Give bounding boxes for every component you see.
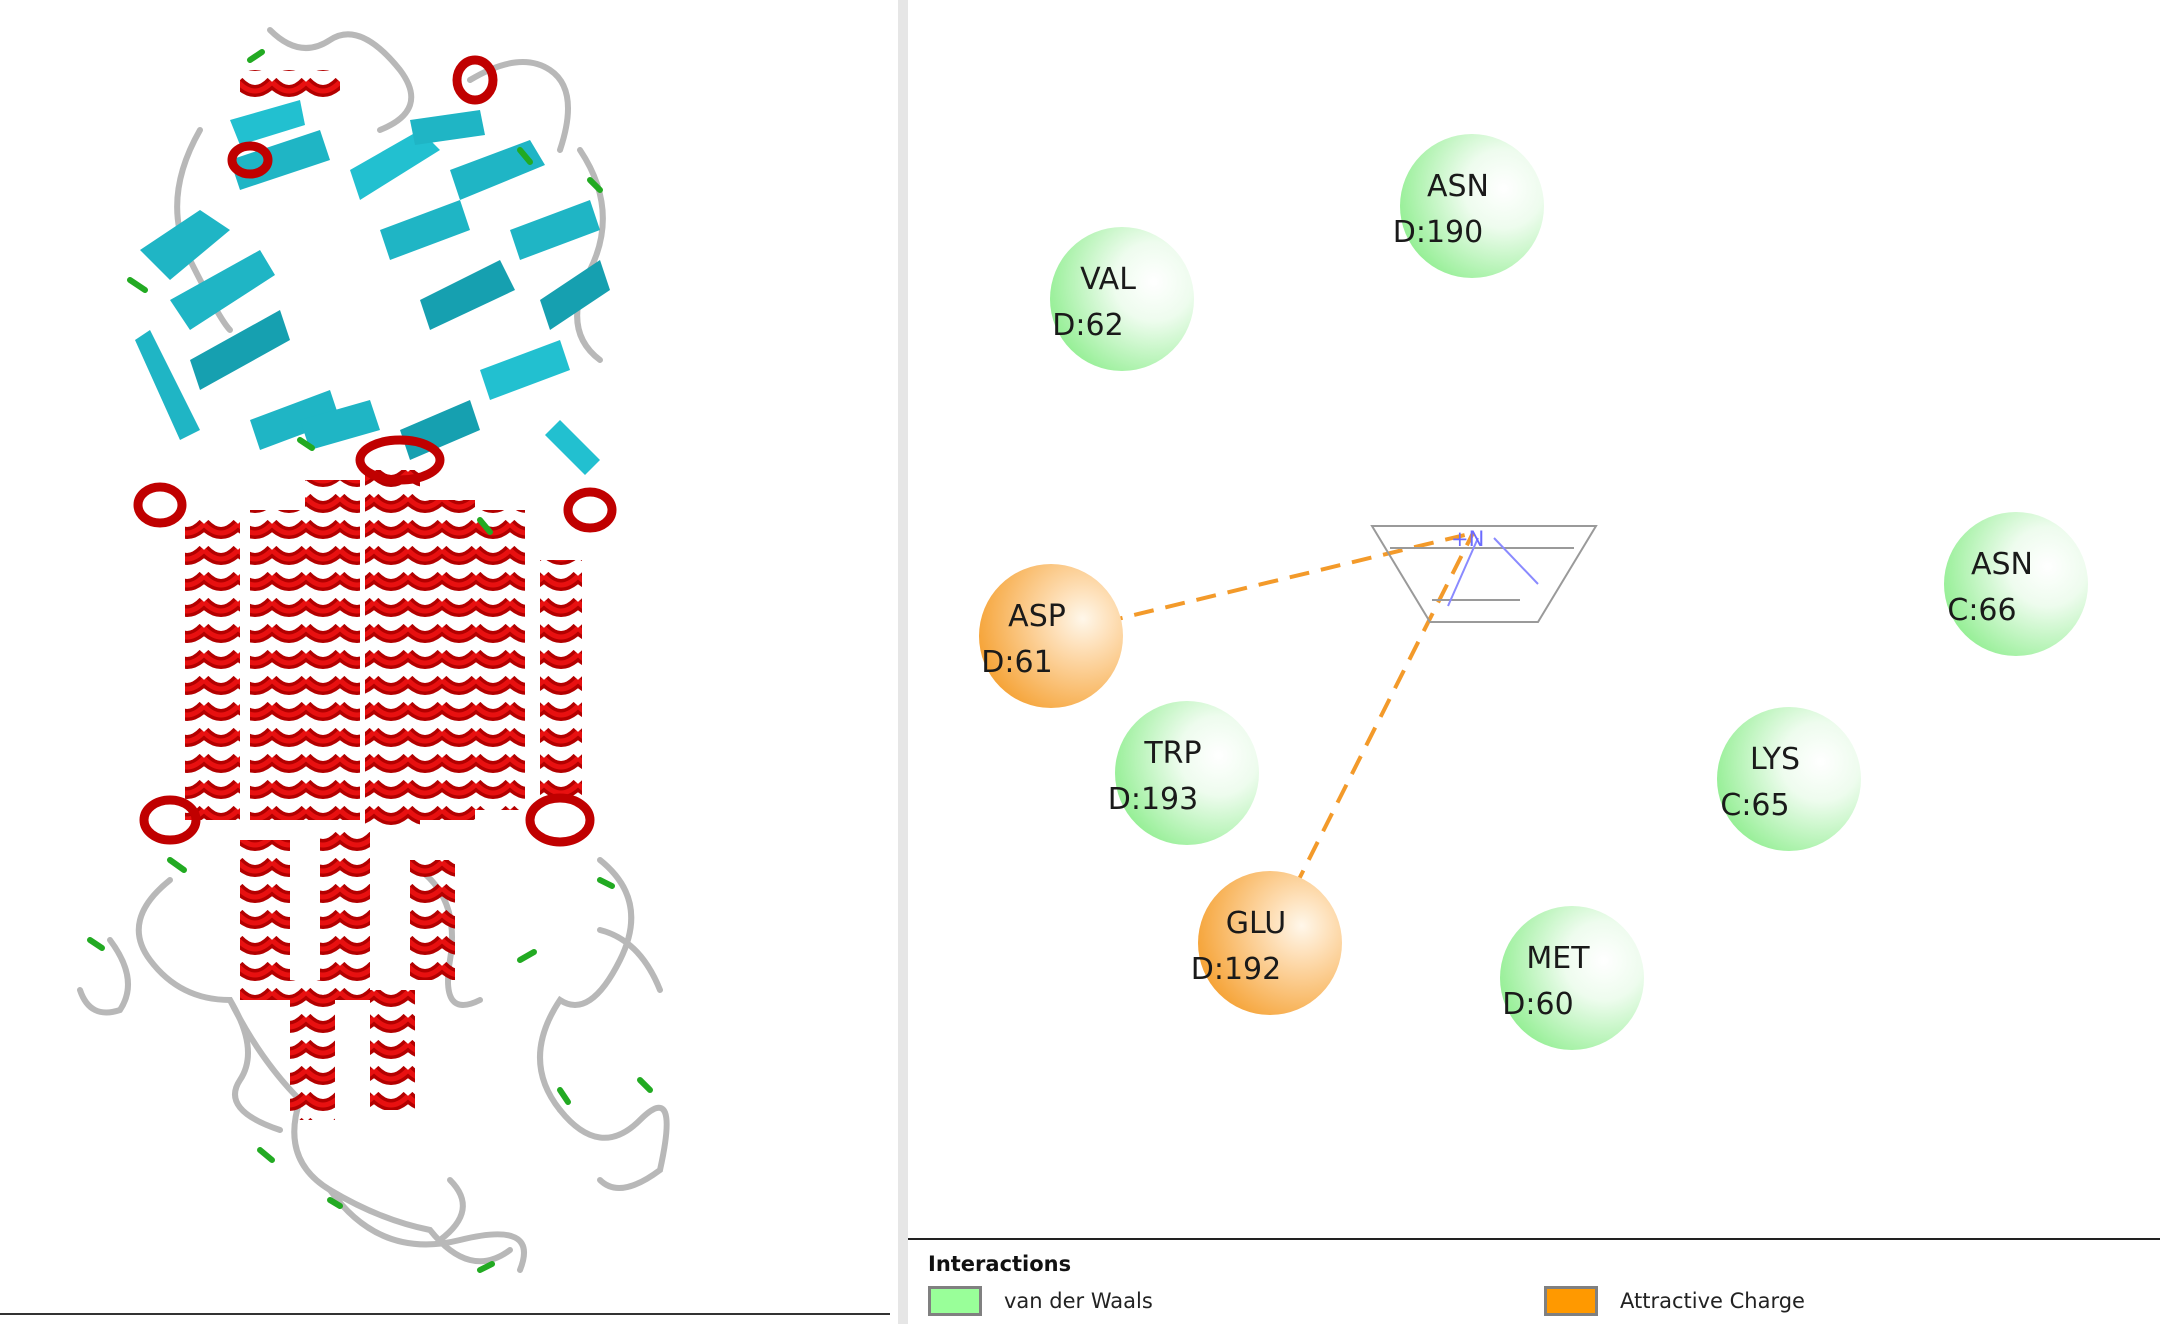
- protein-structure-panel: [0, 0, 898, 1324]
- residue-node-asn-d190[interactable]: ASN D:190: [1393, 134, 1544, 278]
- attractive-charge-line: [1278, 532, 1475, 918]
- residue-id: D:60: [1502, 987, 1573, 1022]
- residue-id: C:65: [1720, 788, 1789, 823]
- residue-id: D:193: [1108, 782, 1198, 817]
- residue-node-val-d62[interactable]: VAL D:62: [1050, 227, 1194, 371]
- residue-disk: [1198, 871, 1342, 1015]
- legend-divider: [908, 1238, 2160, 1240]
- legend-label-attractive-charge: Attractive Charge: [1620, 1289, 1805, 1313]
- residue-name: ASN: [1971, 547, 2033, 582]
- residue-disk: [1717, 707, 1861, 851]
- legend-item-van-der-waals: van der Waals: [928, 1286, 1153, 1316]
- residue-disk: [1050, 227, 1194, 371]
- legend-swatch-van-der-waals: [928, 1286, 982, 1316]
- ligand-structure: [1370, 525, 1598, 623]
- residue-name: MET: [1526, 941, 1590, 976]
- legend-title: Interactions: [928, 1252, 1072, 1276]
- panel-baseline: [0, 1313, 890, 1315]
- residue-id: D:192: [1191, 952, 1281, 987]
- attractive-charge-line: [1071, 531, 1474, 632]
- legend-swatch-attractive-charge: [1544, 1286, 1598, 1316]
- residue-id: D:62: [1052, 308, 1123, 343]
- ligand-charge-label: +N: [1451, 527, 1484, 551]
- residue-name: ASN: [1427, 169, 1489, 204]
- residue-id: C:66: [1947, 593, 2016, 628]
- protein-ribbon-view: [77, 27, 670, 1273]
- alpha-helix-region: [133, 55, 617, 1120]
- residue-layer: ASN D:190 VAL D:62 ASN C:66 ASP D:61 TRP D:193 LYS…: [979, 134, 2088, 1050]
- interaction-lines: [1071, 531, 1475, 918]
- turn-region: [87, 49, 653, 1273]
- interaction-diagram: +N ASN D:190 VAL D:62 ASN C:66 ASP D:61 TRP D:193…: [979, 134, 2088, 1050]
- residue-disk: [1500, 906, 1644, 1050]
- residue-id: D:61: [981, 645, 1052, 680]
- residue-disk: [979, 564, 1123, 708]
- residue-node-lys-c65[interactable]: LYS C:65: [1717, 707, 1861, 851]
- residue-node-met-d60[interactable]: MET D:60: [1500, 906, 1644, 1050]
- residue-name: TRP: [1143, 736, 1201, 771]
- residue-disk: [1944, 512, 2088, 656]
- residue-name: GLU: [1226, 906, 1286, 941]
- panel-divider[interactable]: [898, 0, 908, 1324]
- legend: Interactions van der Waals Attractive Ch…: [908, 1238, 2160, 1324]
- beta-sheet-region: [135, 100, 610, 475]
- residue-node-glu-d192[interactable]: GLU D:192: [1191, 871, 1342, 1015]
- residue-disk: [1115, 701, 1259, 845]
- residue-name: VAL: [1080, 262, 1136, 297]
- residue-node-asp-d61[interactable]: ASP D:61: [979, 564, 1123, 708]
- residue-id: D:190: [1393, 215, 1483, 250]
- interaction-diagram-panel: +N ASN D:190 VAL D:62 ASN C:66 ASP D:61 TRP D:193…: [908, 0, 2160, 1324]
- residue-node-trp-d193[interactable]: TRP D:193: [1108, 701, 1259, 845]
- residue-disk: [1400, 134, 1544, 278]
- residue-name: ASP: [1008, 599, 1066, 634]
- legend-item-attractive-charge: Attractive Charge: [1544, 1286, 1805, 1316]
- legend-label-van-der-waals: van der Waals: [1004, 1289, 1153, 1313]
- residue-name: LYS: [1750, 742, 1800, 777]
- residue-node-asn-c66[interactable]: ASN C:66: [1944, 512, 2088, 656]
